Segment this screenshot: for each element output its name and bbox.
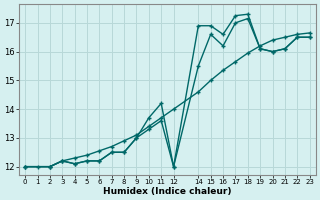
X-axis label: Humidex (Indice chaleur): Humidex (Indice chaleur): [103, 187, 232, 196]
